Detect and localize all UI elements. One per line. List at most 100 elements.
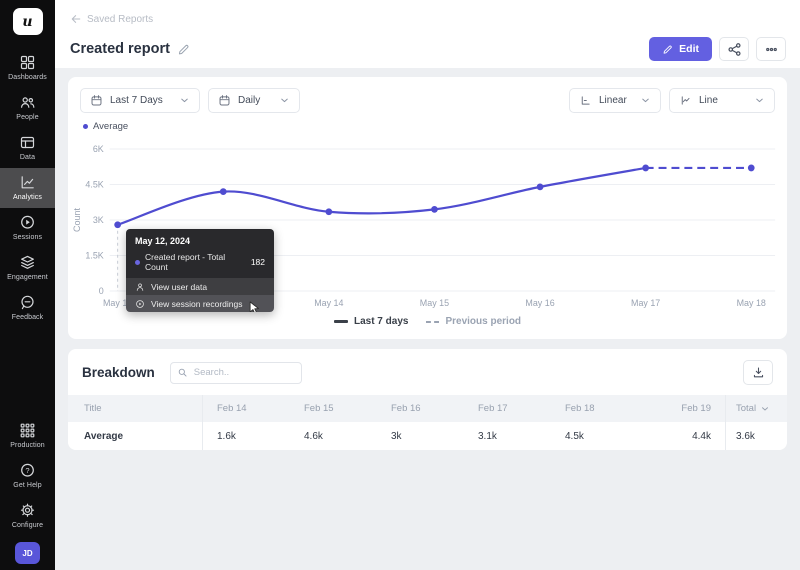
svg-text:?: ? xyxy=(25,466,29,475)
chart-card: Last 7 Days Daily Linear xyxy=(68,77,787,339)
legend-current-label: Last 7 days xyxy=(353,316,409,327)
sidebar-item-engagement[interactable]: Engagement xyxy=(0,248,55,288)
tooltip-date: May 12, 2024 xyxy=(135,236,191,246)
svg-text:May 15: May 15 xyxy=(420,298,449,308)
sidebar-item-label: Data xyxy=(19,154,36,161)
header-actions: Edit xyxy=(649,37,786,61)
user-avatar[interactable]: JD xyxy=(15,542,40,564)
sidebar-item-label: People xyxy=(16,114,39,121)
granularity-dropdown[interactable]: Daily xyxy=(208,88,300,113)
app-logo[interactable]: u xyxy=(12,8,43,35)
sidebar-item-production[interactable]: Production xyxy=(0,416,55,456)
page-title: Created report xyxy=(70,41,170,57)
total-label: Total xyxy=(736,403,757,414)
edit-button[interactable]: Edit xyxy=(649,37,712,61)
date-range-dropdown[interactable]: Last 7 Days xyxy=(80,88,200,113)
legend-previous-label: Previous period xyxy=(445,316,522,327)
column-header: Feb 16 xyxy=(391,403,421,414)
tooltip-series-dot xyxy=(135,259,140,265)
share-icon xyxy=(727,42,741,56)
breakdown-search xyxy=(169,361,302,384)
view-user-data-action[interactable]: View user data xyxy=(126,278,274,295)
topbar: Saved Reports Created report Edit xyxy=(55,0,800,68)
breakdown-header: Breakdown xyxy=(68,360,787,395)
sidebar-item-label: Configure xyxy=(11,522,44,529)
mouse-cursor-icon xyxy=(249,300,259,312)
date-range-value: Last 7 Days xyxy=(110,95,163,106)
sidebar-item-analytics[interactable]: Analytics xyxy=(0,168,55,208)
linear-scale-icon xyxy=(581,96,590,105)
column-header: Feb 15 xyxy=(304,403,334,414)
tooltip-series-row: Created report - Total Count 182 xyxy=(135,252,265,272)
legend-previous-period[interactable]: Previous period xyxy=(426,316,521,327)
row-title: Average xyxy=(68,422,203,450)
tooltip-value: 182 xyxy=(250,257,265,267)
solid-line-swatch xyxy=(333,320,348,323)
sidebar-item-label: Production xyxy=(10,442,45,449)
share-button[interactable] xyxy=(719,37,749,61)
more-icon xyxy=(765,47,777,51)
avatar-initials: JD xyxy=(22,548,33,558)
edit-pencil-icon xyxy=(663,45,672,54)
column-header: Feb 14 xyxy=(217,403,247,414)
legend-current-period[interactable]: Last 7 days xyxy=(333,316,409,327)
chart-controls: Last 7 Days Daily Linear xyxy=(68,88,787,113)
svg-text:6K: 6K xyxy=(93,144,104,154)
column-header: Feb 19 xyxy=(681,403,711,414)
edit-button-label: Edit xyxy=(679,43,699,55)
sidebar-item-feedback[interactable]: Feedback xyxy=(0,288,55,328)
data-icon xyxy=(20,136,35,149)
sidebar-item-get-help[interactable]: ? Get Help xyxy=(0,456,55,496)
chart-legend: Last 7 days Previous period xyxy=(68,309,787,339)
production-icon xyxy=(20,423,35,438)
content: Last 7 Days Daily Linear xyxy=(55,68,800,570)
search-input[interactable] xyxy=(169,361,302,384)
play-icon xyxy=(136,299,144,308)
engagement-icon xyxy=(21,255,34,269)
column-header-total[interactable]: Total xyxy=(725,395,787,422)
download-button[interactable] xyxy=(743,360,773,385)
dashboards-icon xyxy=(20,55,35,70)
table-row[interactable]: Average 1.6k 4.6k 3k 3.1k 4.5k 4.4k 3.6k xyxy=(68,422,787,450)
sidebar-item-data[interactable]: Data xyxy=(0,128,55,168)
sidebar-item-label: Sessions xyxy=(12,234,43,241)
chart-type-dropdown[interactable]: Line xyxy=(669,88,775,113)
row-value: 4.4k xyxy=(692,430,711,442)
sidebar-item-people[interactable]: People xyxy=(0,88,55,128)
sidebar-item-dashboards[interactable]: Dashboards xyxy=(0,48,55,88)
rename-pencil-icon[interactable] xyxy=(177,43,190,56)
svg-text:3K: 3K xyxy=(93,215,104,225)
chevron-down-icon xyxy=(762,406,769,410)
more-button[interactable] xyxy=(756,37,786,61)
chevron-down-icon xyxy=(756,98,763,103)
controls-spacer xyxy=(308,88,561,113)
title-row: Created report Edit xyxy=(70,37,786,61)
column-header: Feb 17 xyxy=(478,403,508,414)
row-total-value: 3.6k xyxy=(725,422,787,450)
sidebar-item-label: Feedback xyxy=(11,314,44,321)
sidebar-item-label: Engagement xyxy=(7,274,48,281)
breadcrumb[interactable]: Saved Reports xyxy=(70,13,153,25)
search-icon xyxy=(178,368,187,377)
analytics-icon xyxy=(21,176,34,189)
sidebar-item-configure[interactable]: Configure xyxy=(0,496,55,536)
chart-tooltip: May 12, 2024 Created report - Total Coun… xyxy=(126,229,274,312)
view-session-recordings-action[interactable]: View session recordings xyxy=(126,295,274,312)
sessions-icon xyxy=(21,215,34,229)
sidebar-item-sessions[interactable]: Sessions xyxy=(0,208,55,248)
scale-value: Linear xyxy=(599,95,627,106)
svg-text:4.5K: 4.5K xyxy=(85,179,103,189)
logo-glyph: u xyxy=(22,13,33,30)
download-icon xyxy=(753,367,763,378)
row-value: 3.1k xyxy=(478,430,497,442)
tooltip-series-label: Created report - Total Count xyxy=(145,252,226,272)
breakdown-title: Breakdown xyxy=(82,365,155,380)
chevron-down-icon xyxy=(181,98,188,103)
main-area: Saved Reports Created report Edit xyxy=(55,0,800,570)
row-value: 1.6k xyxy=(217,430,236,442)
calendar-icon xyxy=(219,95,230,106)
scale-dropdown[interactable]: Linear xyxy=(569,88,661,113)
action-label: View user data xyxy=(151,281,208,292)
